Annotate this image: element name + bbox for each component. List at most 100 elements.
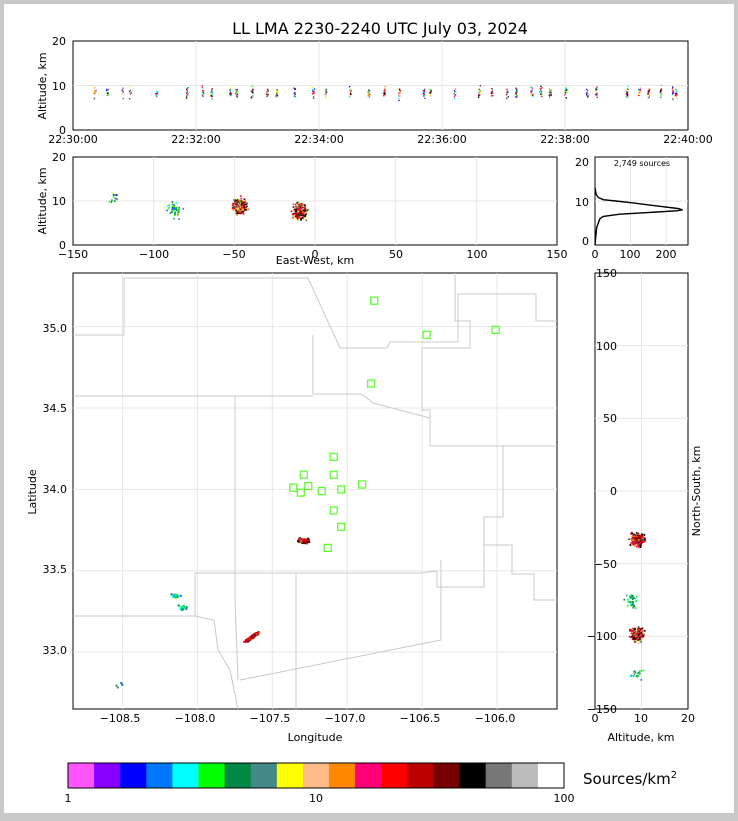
time-height-source — [531, 93, 534, 96]
ns-altitude-source — [640, 632, 642, 634]
time-height-source — [312, 96, 315, 98]
time-height-source — [676, 94, 678, 96]
time-height-source — [506, 97, 508, 99]
ns-altitude-source — [633, 630, 635, 632]
ns-altitude-source — [636, 540, 638, 542]
ew-altitude-source — [298, 204, 300, 207]
ew-altitude-source — [178, 206, 180, 209]
plan-view-source — [304, 542, 307, 545]
ew-altitude-source — [299, 212, 302, 214]
plan-view-source — [179, 607, 182, 610]
ew-altitude-source — [246, 202, 249, 205]
time-height-source — [201, 87, 204, 89]
time-height-source — [157, 91, 159, 93]
time-height-source — [325, 93, 327, 95]
time-height-source — [128, 90, 131, 92]
ew-altitude-source — [304, 215, 307, 218]
time-height-source — [202, 91, 204, 93]
time-height-source — [185, 97, 188, 100]
ew-altitude-source — [298, 202, 301, 204]
p5-xtick-20: 20 — [681, 712, 695, 725]
ew-altitude-source — [230, 209, 233, 211]
ew-altitude-source — [235, 208, 238, 210]
p5-ytick-150: 150 — [596, 267, 617, 280]
time-height-source — [453, 98, 455, 100]
ns-altitude-source — [641, 533, 643, 535]
ns-altitude-source — [630, 594, 633, 596]
ns-altitude-source — [634, 535, 637, 537]
time-height-source — [325, 96, 327, 98]
p1-ytick-10: 10 — [52, 80, 66, 93]
time-height-source — [549, 89, 551, 92]
time-height-source — [540, 93, 542, 96]
ns-altitude-source — [635, 631, 638, 633]
time-height-source — [530, 92, 532, 94]
time-height-source — [671, 93, 674, 95]
ns-altitude-source — [637, 542, 639, 545]
p3-ytick-10: 10 — [575, 196, 589, 209]
ns-altitude-source — [628, 628, 631, 631]
plan-view-source — [253, 635, 256, 638]
ns-altitude-source — [633, 605, 635, 608]
ns-altitude-source — [632, 598, 634, 600]
ew-altitude-source — [238, 209, 240, 211]
p1-xtick-1: 22:32:00 — [171, 133, 220, 146]
time-height-source — [595, 95, 597, 97]
ns-altitude-source — [643, 537, 646, 539]
p4-ytick-33: 33.0 — [43, 644, 68, 657]
ns-altitude-source — [631, 630, 633, 632]
ew-altitude-source — [239, 212, 241, 214]
p5-xtick-0: 0 — [592, 712, 599, 725]
ew-altitude-source — [172, 209, 175, 211]
ew-altitude-source — [296, 214, 299, 216]
p2-xtick-m150: −150 — [58, 248, 88, 261]
p2-xtick-m100: −100 — [139, 248, 169, 261]
ns-altitude-source — [631, 636, 634, 638]
time-height-source — [93, 92, 96, 94]
time-height-source — [94, 92, 97, 94]
time-height-source — [548, 94, 550, 96]
time-height-source — [399, 90, 401, 92]
time-height-source — [422, 90, 424, 92]
ns-altitude-source — [634, 641, 636, 643]
ew-altitude-source — [240, 209, 243, 212]
time-height-source — [564, 94, 566, 96]
ns-altitude-source — [639, 628, 642, 631]
time-height-source — [423, 95, 425, 97]
ns-altitude-source — [632, 594, 634, 597]
time-height-source — [660, 84, 663, 86]
ns-altitude-source — [628, 538, 630, 541]
ew-altitude-source — [173, 206, 176, 209]
ns-altitude-source — [634, 670, 636, 672]
p4-xtick-1070: −107.0 — [325, 712, 366, 725]
time-height-source — [236, 94, 238, 96]
ew-altitude-source — [290, 210, 293, 213]
ew-altitude-source — [295, 208, 297, 211]
time-height-source — [293, 87, 295, 89]
ns-altitude-source — [644, 630, 646, 632]
time-height-source — [201, 92, 204, 94]
ew-altitude-source — [245, 205, 247, 207]
time-height-source — [367, 92, 370, 94]
ew-altitude-source — [293, 213, 295, 215]
p2-ytick-0: 0 — [59, 239, 66, 252]
county-border — [483, 446, 504, 545]
ew-altitude-source — [305, 210, 307, 212]
time-height-source — [479, 94, 481, 96]
ew-altitude-source — [112, 193, 115, 196]
ew-altitude-source — [173, 214, 176, 217]
time-height-source — [187, 87, 189, 89]
plan-view-source — [308, 541, 311, 543]
time-height-source — [383, 92, 386, 94]
time-height-source — [252, 95, 254, 97]
ew-altitude-source — [304, 213, 307, 216]
time-height-source — [156, 90, 158, 93]
ew-altitude-source — [296, 217, 299, 220]
ew-altitude-source — [304, 212, 307, 214]
ew-altitude-source — [303, 209, 306, 211]
time-height-source — [368, 96, 371, 98]
plan-view-source — [174, 596, 177, 599]
source-count-annotation: 2,749 sources — [614, 159, 670, 168]
ew-altitude-source — [178, 208, 180, 210]
time-height-source — [550, 94, 552, 96]
